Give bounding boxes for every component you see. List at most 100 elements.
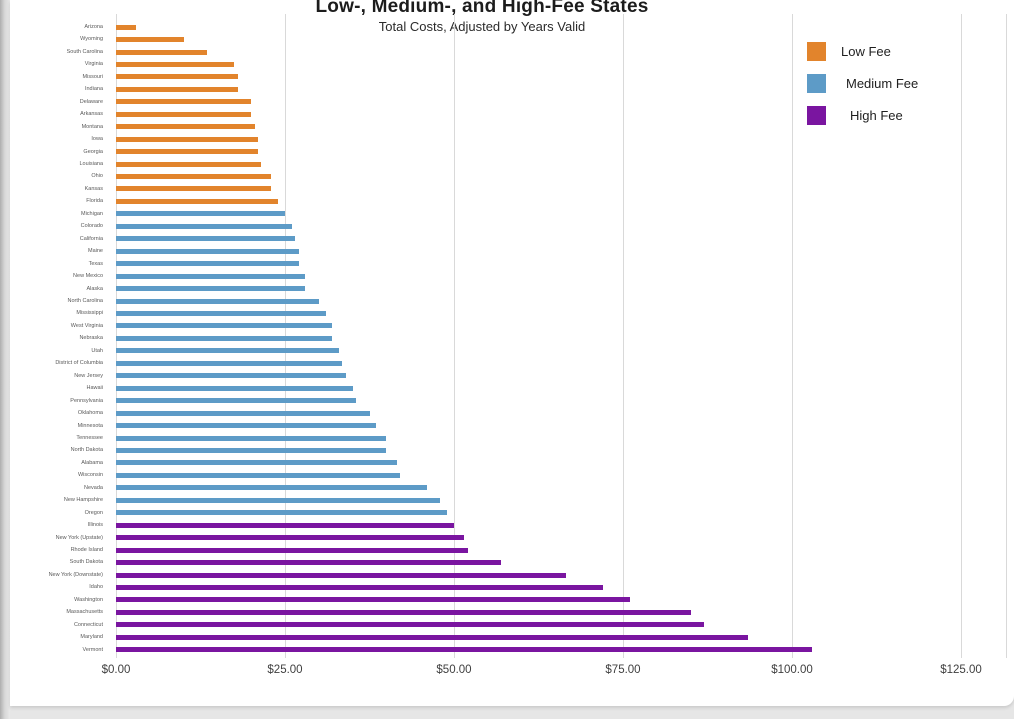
bar-maine [116,248,299,254]
bar-ohio [116,174,272,180]
bar-new-york-downstate- [116,572,566,578]
legend-swatch-high [807,105,826,125]
bar-row [116,46,1007,58]
y-axis-label: New York (Upstate) [55,534,103,541]
bar-washington [116,597,630,603]
bar-row [116,133,1007,145]
bar-new-jersey [116,373,346,379]
bar-oklahoma [116,410,370,416]
bar-illinois [116,522,454,528]
legend-item-high: High Fee [807,105,997,125]
bar-wisconsin [116,472,400,478]
bar-georgia [116,149,258,155]
y-axis-label: Colorado [80,223,103,230]
y-axis-label: Rhode Island [70,547,103,554]
y-axis-label: New Mexico [73,273,103,280]
bar-row [116,631,1007,643]
bar-new-hampshire [116,497,441,503]
bar-montana [116,124,255,130]
bar-nebraska [116,335,333,341]
legend-label: Low Fee [841,43,891,59]
bar-maryland [116,634,749,640]
legend: Low Fee Medium Fee High Fee [807,41,997,137]
bar-row [116,307,1007,319]
bar-row [116,71,1007,83]
legend-swatch-medium [807,73,826,93]
bar-new-york-upstate- [116,535,465,541]
bar-row [116,395,1007,407]
bar-row [116,407,1007,419]
bar-alaska [116,286,306,292]
y-axis-label: Michigan [80,210,103,217]
bar-row [116,619,1007,631]
bar-west-virginia [116,323,333,329]
gridline-125 [961,14,962,658]
y-axis-label: Massachusetts [66,609,103,616]
bar-oregon [116,510,448,516]
bar-row [116,606,1007,618]
bar-row [116,370,1007,382]
bar-row [116,270,1007,282]
bar-row [116,295,1007,307]
y-axis-label: Maine [88,248,103,255]
bar-row [116,332,1007,344]
bar-row [116,220,1007,232]
y-axis-label: South Dakota [69,559,103,566]
legend-swatch-low [807,41,826,61]
y-axis-label: Virginia [84,61,103,68]
x-tick-label: $50.00 [436,664,472,676]
bar-iowa [116,136,258,142]
plot-area [116,14,1007,658]
bar-row [116,283,1007,295]
bar-utah [116,348,340,354]
bar-row [116,432,1007,444]
y-axis-label: Wyoming [80,36,103,43]
chart-subtitle: Total Costs, Adjusted by Years Valid [378,19,586,34]
bar-idaho [116,584,603,590]
y-axis-label: Alaska [86,285,103,292]
bar-row [116,494,1007,506]
bar-north-carolina [116,298,319,304]
bar-row [116,258,1007,270]
legend-item-low: Low Fee [807,41,997,61]
y-axis-label: Pennsylvania [70,397,103,404]
bar-row [116,532,1007,544]
bar-arkansas [116,111,252,117]
x-tick-label: $75.00 [605,664,641,676]
gridline-100 [792,14,793,658]
bar-district-of-columbia [116,360,343,366]
bar-minnesota [116,423,377,429]
bar-row [116,33,1007,45]
y-axis-label: Mississippi [76,310,103,317]
bar-south-carolina [116,49,208,55]
bar-row [116,146,1007,158]
x-tick-label: $25.00 [267,664,303,676]
gridline-75 [623,14,624,658]
bar-vermont [116,647,813,653]
chart-title: Low-, Medium-, and High-Fee States [315,0,649,17]
bar-massachusetts [116,609,691,615]
y-axis-label: Georgia [83,148,103,155]
bar-row [116,420,1007,432]
gridline-50 [454,14,455,658]
y-axis-label: New York (Downstate) [48,571,103,578]
bar-arizona [116,24,137,30]
y-axis-label: Utah [91,347,103,354]
bar-row [116,644,1007,656]
y-axis-label: Iowa [91,136,103,143]
y-axis-label: Ohio [91,173,103,180]
y-axis-label: Kansas [84,185,103,192]
bar-row [116,544,1007,556]
y-axis-label: Washington [74,596,103,603]
plot-right-border [1006,14,1007,658]
y-axis-label: Oklahoma [77,410,103,417]
y-axis-label: Florida [86,198,103,205]
bar-pennsylvania [116,398,356,404]
bar-colorado [116,223,292,229]
bar-virginia [116,61,235,67]
x-tick-label: $100.00 [771,664,813,676]
bar-row [116,519,1007,531]
y-axis-label: Delaware [79,98,103,105]
y-axis-label: District of Columbia [55,360,103,367]
bar-missouri [116,74,238,80]
